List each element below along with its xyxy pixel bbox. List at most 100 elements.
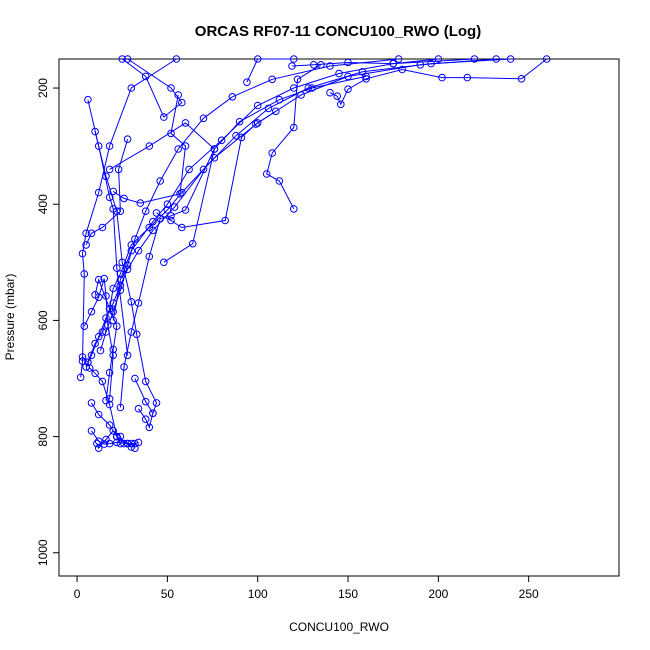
data-point [123,439,132,448]
y-tick-label: 600 [36,310,50,330]
data-point [100,274,108,283]
data-point [80,270,89,278]
data-point [105,400,114,409]
data-point [94,142,103,150]
data-point [167,129,175,138]
data-point [120,194,128,203]
data-point [427,59,435,68]
y-tick-label: 1000 [36,539,50,566]
y-tick-label: 800 [36,426,50,446]
data-point [163,206,172,214]
data-point [463,73,472,82]
data-point [131,235,139,243]
data-point [109,187,117,196]
data-point [94,293,103,302]
data-point [116,286,125,295]
data-point [136,199,145,207]
data-point [109,205,117,213]
data-point [172,55,181,63]
data-point [156,177,164,185]
data-point [358,68,367,76]
data-point [93,439,101,448]
data-point [337,100,345,109]
series-1 [118,55,186,121]
data-point [167,216,175,225]
data-point [131,374,139,383]
data-point [76,373,85,382]
data-point [131,444,139,453]
data-point [152,399,161,407]
data-point [506,55,515,63]
data-point [210,145,219,153]
series-line [87,58,497,363]
data-point [78,353,87,361]
data-point [335,69,343,78]
data-point [105,395,114,403]
series-line [291,58,439,67]
data-point [78,249,87,258]
data-point [102,328,110,336]
data-point [145,423,154,432]
data-point [232,131,240,140]
data-point [98,377,107,386]
series-line [329,58,548,106]
data-point [394,55,403,63]
data-point [94,444,103,453]
data-point [272,107,280,116]
series-line [109,122,215,263]
data-point [123,55,132,63]
series-line [112,58,475,321]
data-point [160,258,168,267]
data-point [252,120,260,128]
x-tick-label: 50 [161,587,175,601]
series-14 [87,399,143,448]
data-point [149,409,157,418]
y-axis-label: Pressure (mbar) [3,274,17,361]
data-point [120,363,128,371]
data-point [326,88,334,97]
data-point [141,415,150,424]
data-point [127,246,136,255]
data-point [149,226,157,235]
data-point [141,377,150,386]
data-point [290,205,298,213]
series-line [94,131,158,414]
data-point [228,93,237,101]
data-point [87,427,96,435]
data-point [113,322,121,331]
series-10 [80,274,117,403]
data-point [94,275,103,284]
data-point [344,72,352,81]
data-point [262,170,271,178]
series-6 [76,55,181,382]
data-point [87,351,96,360]
series-line [112,94,187,204]
data-point [434,55,443,63]
data-point [221,216,229,225]
data-point [127,328,136,336]
series-2 [262,61,325,213]
data-point [78,357,87,365]
data-point [94,188,103,197]
data-point [167,84,175,92]
series-22 [84,55,501,367]
data-point [114,165,123,174]
data-point [91,127,99,136]
series-5 [82,135,132,249]
series-line [85,139,129,246]
data-point [82,363,90,371]
series-7 [109,91,190,207]
data-point [293,75,302,84]
data-point [105,142,114,150]
data-point [87,307,96,316]
data-point [253,55,262,63]
data-point [102,292,110,300]
x-tick-label: 250 [519,587,539,601]
data-point [160,113,168,121]
data-point [98,223,107,232]
data-point [102,314,110,322]
data-point [87,229,96,238]
data-point [304,84,313,92]
data-point [288,62,296,70]
data-point [113,438,121,447]
